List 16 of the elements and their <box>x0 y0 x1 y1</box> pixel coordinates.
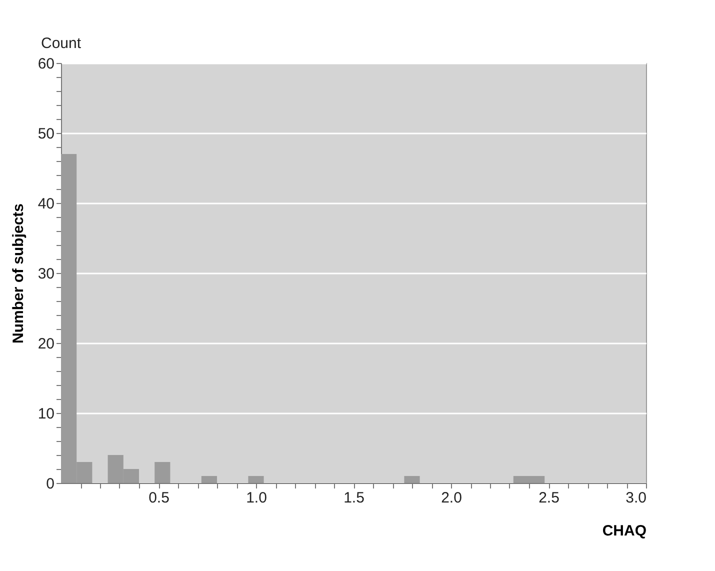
y-tick-label: 0 <box>46 476 54 492</box>
x-tick-label: 2.0 <box>441 490 462 506</box>
y-tick-label: 10 <box>38 406 54 422</box>
text: Count <box>41 35 82 52</box>
y-tick-label: 30 <box>38 266 54 282</box>
x-tick-label: 2.5 <box>538 490 560 506</box>
x-tick-label: 1.5 <box>344 490 364 506</box>
x-axis-title: CHAQ <box>602 522 647 540</box>
y-tick-label: 50 <box>38 126 54 142</box>
x-tick-label: 3.0 <box>626 490 646 506</box>
x-tick-label: 0.5 <box>148 490 170 506</box>
y-tick-label: 60 <box>38 56 54 72</box>
y-tick-label: 40 <box>38 196 54 212</box>
y-axis-title: Number of subjects <box>10 203 27 344</box>
x-tick-label: 1.0 <box>246 490 267 506</box>
y-tick-label: 20 <box>38 336 54 352</box>
